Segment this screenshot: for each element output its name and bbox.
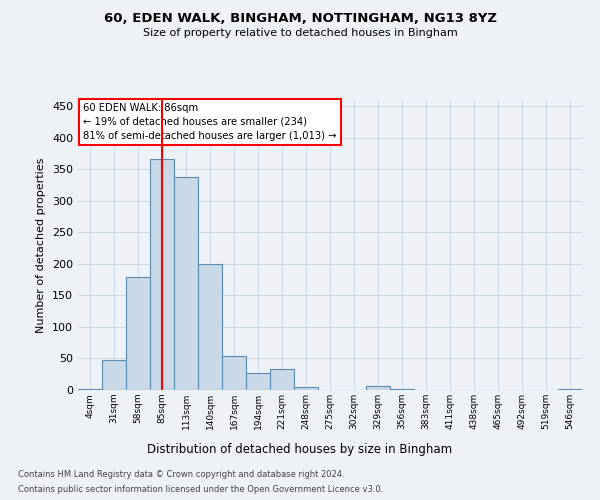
Text: 60 EDEN WALK: 86sqm
← 19% of detached houses are smaller (234)
81% of semi-detac: 60 EDEN WALK: 86sqm ← 19% of detached ho… <box>83 103 337 141</box>
Bar <box>559 388 581 390</box>
Bar <box>391 388 413 390</box>
Bar <box>223 356 245 390</box>
Text: 60, EDEN WALK, BINGHAM, NOTTINGHAM, NG13 8YZ: 60, EDEN WALK, BINGHAM, NOTTINGHAM, NG13… <box>104 12 497 26</box>
Bar <box>175 177 197 390</box>
Text: Distribution of detached houses by size in Bingham: Distribution of detached houses by size … <box>148 442 452 456</box>
Bar <box>151 158 173 390</box>
Bar <box>127 276 149 390</box>
Text: Contains HM Land Registry data © Crown copyright and database right 2024.: Contains HM Land Registry data © Crown c… <box>18 470 344 479</box>
Bar <box>367 386 389 390</box>
Text: Contains public sector information licensed under the Open Government Licence v3: Contains public sector information licen… <box>18 485 383 494</box>
Bar <box>103 360 125 390</box>
Bar <box>295 387 317 390</box>
Bar <box>271 369 293 390</box>
Bar <box>79 388 101 390</box>
Y-axis label: Number of detached properties: Number of detached properties <box>37 158 46 332</box>
Bar <box>199 264 221 390</box>
Text: Size of property relative to detached houses in Bingham: Size of property relative to detached ho… <box>143 28 457 38</box>
Bar <box>247 373 269 390</box>
